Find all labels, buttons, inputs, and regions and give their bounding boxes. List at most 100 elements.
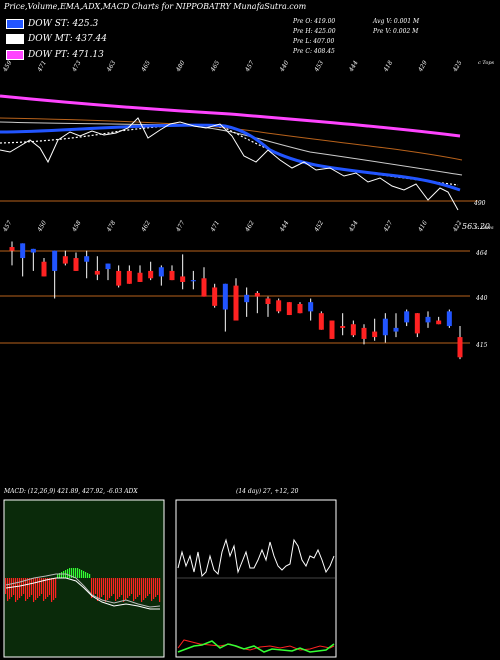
- candle-body: [190, 280, 196, 282]
- macd-hist-bar: [141, 578, 143, 602]
- macd-hist-bar: [99, 578, 101, 599]
- mid-label: 434: [347, 219, 359, 233]
- prev-low: Pre L: 407.00: [293, 38, 335, 45]
- top-label: 457: [243, 59, 255, 73]
- candle-body: [73, 258, 79, 271]
- prev-high: Pre H: 425.00: [293, 28, 336, 35]
- macd-hist-bar: [117, 578, 119, 599]
- candle-body: [52, 250, 58, 271]
- macd-hist-bar: [7, 578, 9, 601]
- mid-label: 478: [105, 219, 117, 233]
- top-label: 463: [105, 59, 117, 73]
- legend-dow-mt: DOW MT: 437.44: [6, 34, 107, 44]
- macd-hist-bar: [113, 578, 115, 594]
- candle-body: [318, 313, 324, 330]
- mid-label: 452: [313, 219, 325, 233]
- top-label: 465: [209, 59, 221, 73]
- macd-hist-bar: [153, 578, 155, 599]
- macd-hist-bar: [71, 568, 73, 578]
- macd-hist-bar: [105, 578, 107, 602]
- candle-body: [41, 261, 47, 277]
- macd-hist-bar: [135, 578, 137, 599]
- macd-histogram: [5, 568, 161, 602]
- candle-body: [212, 287, 218, 306]
- candle-body: [105, 263, 111, 270]
- top-label: 444: [347, 59, 359, 73]
- mid-label: 427: [382, 219, 394, 233]
- candle-body: [361, 327, 367, 339]
- macd-hist-bar: [39, 578, 41, 596]
- ema-line-pink: [0, 94, 461, 138]
- macd-hist-bar: [143, 578, 145, 600]
- macd-hist-bar: [93, 578, 95, 596]
- macd-hist-bar: [151, 578, 153, 601]
- macd-hist-bar: [83, 571, 85, 578]
- candle-body: [382, 318, 388, 336]
- macd-hist-bar: [59, 573, 61, 578]
- macd-hist-bar: [125, 578, 127, 600]
- candle-body: [425, 316, 431, 323]
- legend-label-mt: DOW MT: 437.44: [28, 34, 107, 44]
- macd-hist-bar: [115, 578, 117, 601]
- axis-label-440: 440: [475, 295, 488, 302]
- macd-hist-bar: [47, 578, 49, 597]
- top-label: 480: [174, 59, 186, 73]
- macd-hist-bar: [133, 578, 135, 601]
- candle-body: [446, 311, 452, 327]
- candle-body: [329, 320, 335, 339]
- mid-label: 450: [36, 219, 48, 233]
- macd-hist-bar: [5, 578, 7, 594]
- candle-body: [254, 292, 260, 297]
- mid-label: 444: [278, 219, 290, 233]
- mid-label: 477: [174, 219, 186, 233]
- adx-title: (14 day) 27, +12, 20: [236, 488, 299, 495]
- macd-hist-bar: [27, 578, 29, 599]
- candle-body: [62, 256, 68, 264]
- macd-hist-bar: [23, 578, 25, 594]
- candle-body: [276, 300, 282, 312]
- macd-hist-bar: [67, 569, 69, 578]
- top-label: 473: [70, 59, 82, 73]
- macd-hist-bar: [103, 578, 105, 595]
- macd-hist-bar: [41, 578, 43, 594]
- legend-swatch-st: [6, 19, 24, 29]
- axis-label-top: 563.20: [462, 222, 490, 231]
- macd-hist-bar: [97, 578, 99, 601]
- macd-hist-bar: [19, 578, 21, 598]
- top-label: 440: [278, 59, 290, 73]
- ema-panel: 490: [0, 94, 486, 211]
- candle-body: [180, 276, 186, 282]
- macd-hist-bar: [37, 578, 39, 598]
- ema-price-label: 490: [473, 200, 486, 207]
- macd-hist-bar: [29, 578, 31, 597]
- axis-label-415: 415: [475, 342, 488, 349]
- candle-body: [340, 326, 346, 328]
- adx-panel: [175, 499, 337, 658]
- macd-hist-bar: [61, 572, 63, 578]
- macd-hist-bar: [77, 568, 79, 578]
- avg-volume: Avg V: 0.001 M: [373, 18, 420, 25]
- macd-signal-line: [5, 577, 160, 610]
- macd-hist-bar: [131, 578, 133, 594]
- macd-hist-bar: [127, 578, 129, 598]
- macd-hist-bar: [21, 578, 23, 596]
- mid-label: 457: [1, 219, 13, 233]
- candle-body: [414, 313, 420, 334]
- chart-header-title: Price,Volume,EMA,ADX,MACD Charts for NIP…: [4, 2, 307, 11]
- macd-hist-bar: [87, 573, 89, 578]
- adx-minus-di-line: [177, 639, 335, 651]
- candle-body: [116, 270, 122, 286]
- price-close-line: [0, 117, 459, 211]
- macd-hist-bar: [139, 578, 141, 595]
- legend-label-st: DOW ST: 425.3: [28, 19, 99, 29]
- top-label: 429: [417, 59, 429, 73]
- candle-body: [233, 285, 239, 321]
- candle-body: [94, 270, 100, 275]
- candle-body: [30, 248, 36, 253]
- candle-body: [201, 278, 207, 297]
- macd-hist-bar: [69, 568, 71, 578]
- candle-body: [20, 243, 26, 259]
- ema-line-grey: [0, 121, 463, 176]
- macd-hist-bar: [91, 578, 93, 598]
